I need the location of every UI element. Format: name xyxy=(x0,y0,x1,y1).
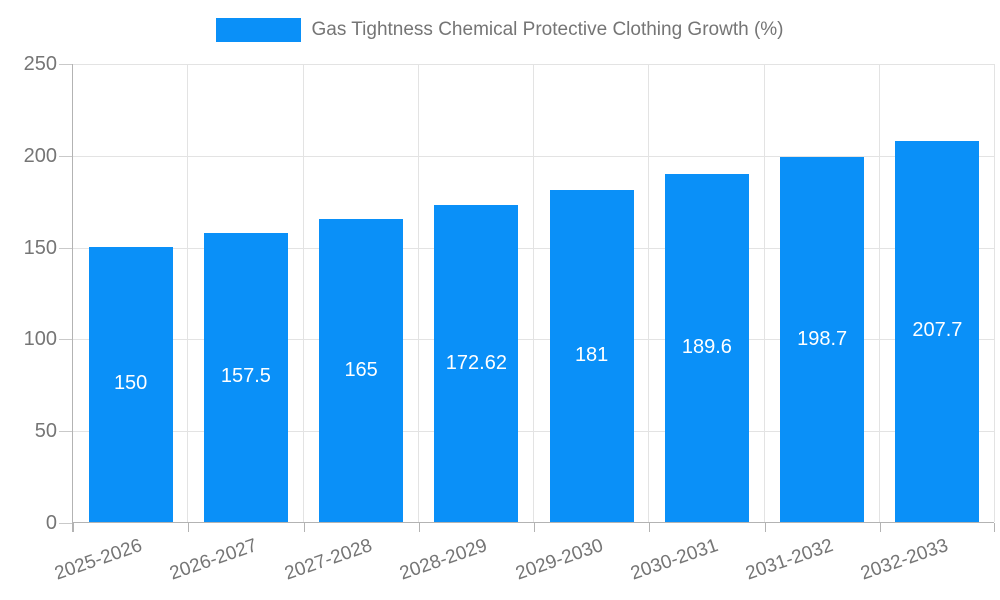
bar[interactable]: 181 xyxy=(549,189,634,522)
bar[interactable]: 157.5 xyxy=(203,232,288,522)
bar[interactable]: 150 xyxy=(88,246,173,522)
x-gridline xyxy=(187,64,189,522)
y-axis-label: 0 xyxy=(45,512,57,534)
bar-value-label: 150 xyxy=(113,372,148,395)
x-gridline xyxy=(763,64,765,522)
bar-value-label: 157.5 xyxy=(220,365,271,388)
bar[interactable]: 172.62 xyxy=(434,205,519,522)
bar-value-label: 165 xyxy=(344,358,378,381)
bar[interactable]: 207.7 xyxy=(895,140,980,522)
y-axis-tick xyxy=(59,64,72,65)
x-axis-tick xyxy=(879,523,881,532)
x-gridline xyxy=(878,64,880,522)
x-axis-tick xyxy=(73,523,74,532)
chart-legend: Gas Tightness Chemical Protective Clothi… xyxy=(0,18,1000,42)
y-axis-tick xyxy=(59,431,72,433)
y-axis-label: 200 xyxy=(23,144,57,167)
bar-value-label: 207.7 xyxy=(912,319,963,342)
y-axis-label: 50 xyxy=(34,420,57,443)
bar[interactable]: 189.6 xyxy=(664,173,749,522)
x-gridline xyxy=(302,64,304,522)
axis-corner-tick xyxy=(72,523,73,532)
y-axis-tick xyxy=(59,247,72,249)
x-gridline xyxy=(994,64,995,522)
y-axis-label: 250 xyxy=(23,53,57,75)
x-gridline xyxy=(417,64,419,522)
x-axis-tick xyxy=(534,523,535,532)
x-axis-tick xyxy=(994,523,995,532)
bar[interactable]: 198.7 xyxy=(780,157,865,522)
y-axis-label: 100 xyxy=(23,328,57,351)
legend-label: Gas Tightness Chemical Protective Clothi… xyxy=(311,19,784,40)
x-gridline xyxy=(648,64,650,522)
bar[interactable]: 165 xyxy=(319,219,404,522)
x-axis-tick xyxy=(418,523,420,532)
y-axis-label: 150 xyxy=(23,236,57,259)
bar-value-label: 198.7 xyxy=(797,327,848,350)
x-axis-tick xyxy=(188,523,190,532)
x-axis-tick xyxy=(764,523,766,532)
y-axis-tick xyxy=(59,339,72,341)
x-gridline xyxy=(533,64,534,522)
bar-value-label: 172.62 xyxy=(445,351,507,374)
x-axis-tick xyxy=(303,523,305,532)
x-axis-tick xyxy=(649,523,651,532)
bar-value-label: 189.6 xyxy=(681,335,732,358)
bar-value-label: 181 xyxy=(574,343,609,366)
y-axis-tick xyxy=(59,523,72,524)
y-axis-tick xyxy=(59,155,72,157)
plot-area: 0 50 100 150 200 250 150 157.5 165 172.62 181 189.6… xyxy=(24,53,995,584)
legend-item[interactable]: Gas Tightness Chemical Protective Clothi… xyxy=(216,18,784,42)
legend-swatch-icon xyxy=(216,18,302,42)
